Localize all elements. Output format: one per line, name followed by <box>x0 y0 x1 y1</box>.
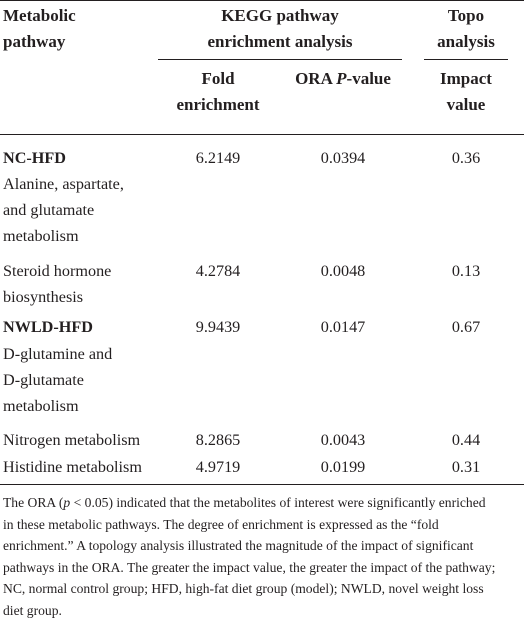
pathway-d-glutamine: D-glutamine and D-glutamate metabolism <box>3 345 113 415</box>
cell-impact-histidine: 0.31 <box>451 458 481 476</box>
pathway-steroid: Steroid hormone biosynthesis <box>3 262 112 306</box>
cell-impact-nc-hfd: 0.36 <box>451 149 481 167</box>
pathway-alanine: Alanine, aspartate, and glutamate metabo… <box>3 175 124 245</box>
cell-fold-nc-hfd: 6.2149 <box>195 149 241 167</box>
cell-ora-steroid: 0.0048 <box>320 262 366 280</box>
top-rule <box>0 0 524 1</box>
header-topo-group: Topo analysis <box>437 6 495 51</box>
header-bottom-rule <box>0 134 524 135</box>
footnote-line: pathways in the ORA. The greater the imp… <box>3 559 496 575</box>
cell-fold-nwld-hfd: 9.9439 <box>195 318 241 336</box>
header-kegg-group: KEGG pathway enrichment analysis <box>207 6 353 51</box>
group-label-nc-hfd: NC-HFD <box>3 149 66 167</box>
cell-ora-nitrogen: 0.0043 <box>320 431 366 449</box>
cell-impact-nitrogen: 0.44 <box>451 431 481 449</box>
footnote-line: enrichment.” A topology analysis illustr… <box>3 538 474 553</box>
cell-fold-steroid: 4.2784 <box>195 262 241 280</box>
header-fold-enrichment: Fold enrichment <box>176 69 260 114</box>
cell-ora-nc-hfd: 0.0394 <box>320 149 366 167</box>
cell-fold-nitrogen: 8.2865 <box>195 431 241 449</box>
header-ora-p-value: ORA P-value <box>295 69 391 88</box>
header-metabolic-pathway: Metabolic pathway <box>3 6 76 51</box>
cell-impact-steroid: 0.13 <box>451 262 481 280</box>
group-label-nwld-hfd: NWLD-HFD <box>3 318 93 336</box>
footnote-line: The ORA (p < 0.05) indicated that the me… <box>3 495 486 510</box>
topo-group-rule <box>424 59 508 60</box>
footnote-line: NC, normal control group; HFD, high-fat … <box>3 581 484 596</box>
header-impact-value: Impact value <box>440 69 492 114</box>
pathway-histidine: Histidine metabolism <box>3 458 142 476</box>
kegg-group-rule <box>158 59 402 60</box>
table-bottom-rule <box>0 484 524 485</box>
cell-ora-histidine: 0.0199 <box>320 458 366 476</box>
table-footnote: The ORA (p < 0.05) indicated that the me… <box>3 492 523 621</box>
cell-ora-nwld-hfd: 0.0147 <box>320 318 366 336</box>
footnote-line: in these metabolic pathways. The degree … <box>3 516 439 532</box>
cell-impact-nwld-hfd: 0.67 <box>451 318 481 336</box>
pathway-nitrogen: Nitrogen metabolism <box>3 431 141 449</box>
cell-fold-histidine: 4.9719 <box>195 458 241 476</box>
footnote-line: diet group. <box>3 602 62 618</box>
